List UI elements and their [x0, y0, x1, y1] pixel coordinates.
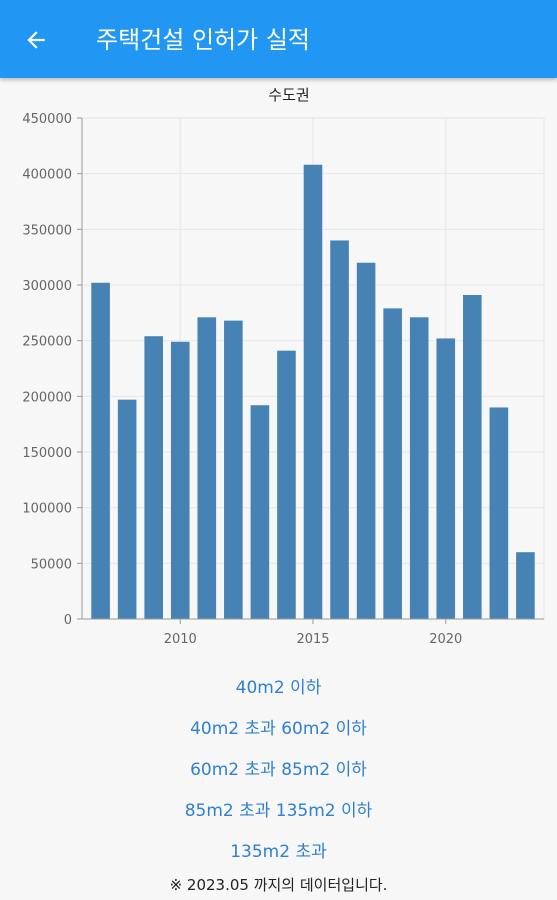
- page-title: 주택건설 인허가 실적: [96, 26, 310, 54]
- bar-2021: [463, 295, 482, 619]
- data-footnote: ※ 2023.05 까지의 데이터입니다.: [169, 876, 388, 894]
- y-tick-label: 450000: [22, 112, 72, 127]
- app-bar: 주택건설 인허가 실적: [0, 0, 557, 78]
- bar-2011: [197, 317, 217, 619]
- bar-2009: [144, 336, 163, 619]
- x-tick-label: 2020: [429, 632, 462, 647]
- bar-2014: [277, 350, 296, 619]
- y-tick-label: 350000: [22, 223, 72, 238]
- filter-option-40-under[interactable]: 40m2 이하: [235, 678, 322, 698]
- back-button[interactable]: [18, 22, 54, 58]
- bar-2010: [170, 341, 190, 619]
- bar-chart: 수도권 0 50000 100000 150000 200000 250000 300000 3…: [0, 78, 557, 658]
- y-tick-label: 50000: [31, 557, 72, 572]
- x-tick-label: 2015: [296, 632, 329, 647]
- bar-2023: [516, 552, 535, 619]
- bar-2020: [436, 338, 456, 619]
- filter-option-60-85[interactable]: 60m2 초과 85m2 이하: [190, 760, 367, 780]
- chart-title: 수도권: [268, 86, 309, 104]
- bar-2008: [117, 399, 137, 619]
- bar-2018: [383, 308, 402, 619]
- arrow-left-icon: [27, 31, 45, 49]
- filter-option-40-60[interactable]: 40m2 초과 60m2 이하: [190, 719, 367, 739]
- y-tick-label: 250000: [22, 335, 72, 350]
- x-tick-label: 2010: [164, 632, 197, 647]
- bar-2012: [224, 320, 243, 619]
- y-tick-label: 200000: [22, 390, 72, 405]
- filter-option-85-135[interactable]: 85m2 초과 135m2 이하: [184, 801, 373, 821]
- y-tick-label: 0: [64, 613, 72, 628]
- bar-2016: [330, 240, 349, 619]
- bar-2013: [250, 405, 270, 619]
- bar-2015: [303, 164, 323, 619]
- y-tick-label: 400000: [22, 168, 72, 183]
- chart-svg: 수도권 0 50000 100000 150000 200000 250000 300000 3…: [22, 86, 545, 647]
- y-tick-label: 150000: [22, 446, 72, 461]
- bar-2019: [409, 317, 429, 619]
- filter-option-135-over[interactable]: 135m2 초과: [230, 842, 327, 862]
- bar-2017: [356, 262, 376, 619]
- y-tick-label: 100000: [22, 502, 72, 517]
- bar-2007: [91, 282, 110, 619]
- bar-2022: [489, 407, 509, 619]
- y-tick-label: 300000: [22, 279, 72, 294]
